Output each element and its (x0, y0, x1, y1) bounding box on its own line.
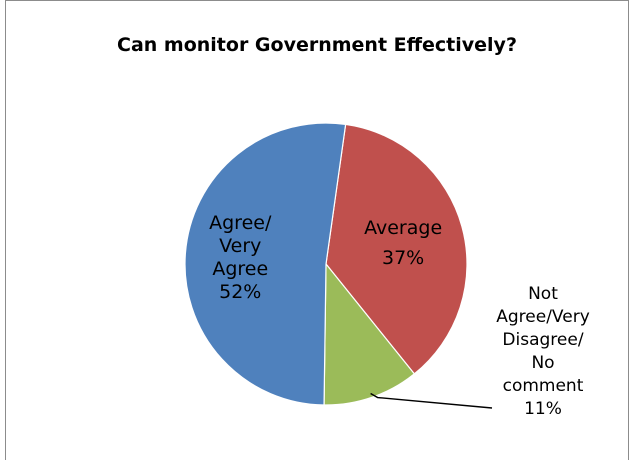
slice-label-not-agree: Not Agree/Very Disagree/ No comment 11% (488, 283, 598, 421)
slice-label-average: Average 37% (364, 217, 442, 269)
slice-label-agree-line: 52% (219, 281, 261, 303)
slice-label-not-agree-line-2: Agree/Very (496, 307, 590, 327)
pie-chart: Agree/Very Agree 52% Average 37% (184, 122, 493, 409)
slice-label-agree-line: Agree/ (209, 212, 272, 234)
slice-label-agree-line: Very (219, 235, 261, 257)
chart-title: Can monitor Government Effectively? (117, 34, 517, 56)
slice-label-not-agree-line-5: comment (502, 376, 584, 396)
slice-label-agree-line: Agree (212, 258, 268, 280)
slice-label-average-line: 37% (382, 247, 424, 269)
slice-not-agree (323, 262, 416, 406)
slice-label-not-agree-pct: 11% (524, 399, 562, 419)
slice-agree (184, 122, 347, 406)
slice-label-not-agree-line-1: Not (528, 284, 558, 304)
slice-label-not-agree-line-4: No (531, 353, 555, 373)
slice-label-average-line: Average (364, 217, 442, 239)
leader-line (370, 392, 493, 409)
slice-average (325, 123, 468, 375)
slice-label-not-agree-line-3: Disagree/ (502, 330, 584, 350)
slice-label-agree: Agree/Very Agree 52% (209, 212, 272, 303)
